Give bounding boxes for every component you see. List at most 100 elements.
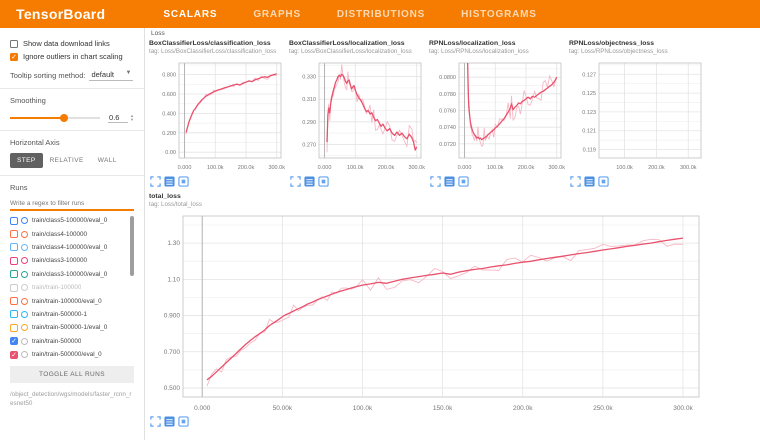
smoothing-stepper[interactable]: ▲ ▼ bbox=[130, 114, 134, 122]
runs-log-path: /object_detection/wgs/models/faster_rcnn… bbox=[10, 391, 132, 408]
run-row[interactable]: train/train-500000-1/eval_0 bbox=[10, 321, 134, 334]
tab-graphs[interactable]: GRAPHS bbox=[253, 8, 301, 20]
svg-text:200.0k: 200.0k bbox=[648, 165, 665, 171]
run-row[interactable]: train/train-500000-1 bbox=[10, 308, 134, 321]
run-checkbox-icon[interactable] bbox=[10, 297, 18, 306]
run-row[interactable]: train/train-100000/eval_0 bbox=[10, 294, 134, 307]
svg-text:300.0k: 300.0k bbox=[680, 165, 697, 171]
run-checkbox-icon[interactable]: ✓ bbox=[10, 337, 18, 346]
classification-loss-chart[interactable]: 0.00 0.200 0.400 0.600 0.800 0.000 100.0k 200.0… bbox=[149, 59, 285, 171]
chart-tag: tag: Loss/total_loss bbox=[149, 201, 202, 209]
run-checkbox-icon[interactable] bbox=[10, 323, 18, 332]
svg-text:0.900: 0.900 bbox=[164, 312, 181, 319]
run-checkbox-icon[interactable] bbox=[10, 270, 18, 279]
run-row[interactable]: train/class4-100000 bbox=[10, 227, 134, 240]
main-content: Loss BoxClassifierLoss/classification_lo… bbox=[145, 28, 760, 440]
run-color-swatch-icon[interactable] bbox=[21, 284, 28, 292]
fullscreen-icon[interactable] bbox=[290, 174, 301, 187]
run-color-swatch-icon[interactable] bbox=[21, 230, 28, 238]
run-color-swatch-icon[interactable] bbox=[21, 351, 28, 359]
fit-domain-icon[interactable] bbox=[458, 174, 469, 187]
fullscreen-icon[interactable] bbox=[150, 414, 161, 427]
chart-title: BoxClassifierLoss/classification_loss bbox=[149, 40, 271, 47]
axis-step-button[interactable]: STEP bbox=[10, 153, 43, 168]
run-checkbox-icon[interactable] bbox=[10, 283, 18, 292]
run-row[interactable]: train/class4-100000/eval_0 bbox=[10, 241, 134, 254]
run-color-swatch-icon[interactable] bbox=[21, 270, 28, 278]
fit-domain-icon[interactable] bbox=[178, 414, 189, 427]
svg-text:100.0k: 100.0k bbox=[487, 165, 504, 171]
axis-relative-button[interactable]: RELATIVE bbox=[49, 157, 84, 164]
checkbox-label: Ignore outliers in chart scaling bbox=[23, 52, 123, 61]
tab-scalars[interactable]: SCALARS bbox=[163, 8, 218, 20]
run-checkbox-icon[interactable] bbox=[10, 230, 18, 239]
run-color-swatch-icon[interactable] bbox=[21, 337, 28, 345]
run-row[interactable]: train/class3-100000 bbox=[10, 254, 134, 267]
svg-text:0.000: 0.000 bbox=[178, 165, 192, 171]
runs-scrollbar[interactable] bbox=[130, 216, 134, 276]
objectness-loss-chart[interactable]: 0.119 0.121 0.123 0.125 0.127 100.0k 200.0k 300… bbox=[569, 59, 705, 171]
fit-domain-icon[interactable] bbox=[598, 174, 609, 187]
small-charts-row: BoxClassifierLoss/classification_loss ta… bbox=[149, 40, 757, 187]
category-header[interactable]: Loss bbox=[151, 30, 165, 37]
fullscreen-icon[interactable] bbox=[570, 174, 581, 187]
run-color-swatch-icon[interactable] bbox=[21, 243, 28, 251]
run-color-swatch-icon[interactable] bbox=[21, 257, 28, 265]
axis-wall-button[interactable]: WALL bbox=[97, 157, 117, 164]
ignore-outliers-checkbox[interactable]: ✓ Ignore outliers in chart scaling bbox=[10, 52, 134, 61]
svg-text:0.270: 0.270 bbox=[302, 142, 316, 148]
svg-text:150.0k: 150.0k bbox=[433, 405, 453, 412]
chart-title: BoxClassifierLoss/localization_loss bbox=[289, 40, 405, 47]
run-color-swatch-icon[interactable] bbox=[21, 217, 28, 225]
data-table-icon[interactable] bbox=[444, 174, 455, 187]
data-table-icon[interactable] bbox=[164, 414, 175, 427]
svg-text:50.00k: 50.00k bbox=[273, 405, 293, 412]
chart-tag: tag: Loss/RPNLoss/localization_loss bbox=[429, 48, 529, 56]
run-row[interactable]: train/train-100000 bbox=[10, 281, 134, 294]
fit-domain-icon[interactable] bbox=[318, 174, 329, 187]
run-checkbox-icon[interactable] bbox=[10, 256, 18, 265]
run-color-swatch-icon[interactable] bbox=[21, 310, 28, 318]
data-table-icon[interactable] bbox=[584, 174, 595, 187]
smoothing-slider[interactable] bbox=[10, 114, 101, 122]
data-table-icon[interactable] bbox=[164, 174, 175, 187]
run-name: train/train-500000-1/eval_0 bbox=[32, 324, 108, 332]
slider-thumb[interactable] bbox=[60, 114, 69, 122]
total-loss-chart[interactable]: 0.500 0.700 0.900 1.10 1.30 0.000 50.00k 100.0k… bbox=[149, 212, 709, 412]
run-checkbox-icon[interactable] bbox=[10, 310, 18, 319]
svg-text:1.10: 1.10 bbox=[167, 276, 180, 283]
run-name: train/train-100000 bbox=[32, 284, 82, 292]
rpn-localization-loss-chart[interactable]: 0.0720 0.0740 0.0760 0.0780 0.0800 0.000 100.0… bbox=[429, 59, 565, 171]
box-localization-loss-chart[interactable]: 0.270 0.290 0.310 0.330 0.000 100.0k 200.0k 300… bbox=[289, 59, 425, 171]
chart-tag: tag: Loss/RPNLoss/objectness_loss bbox=[569, 48, 668, 56]
run-row[interactable]: train/class5-100000/eval_0 bbox=[10, 214, 134, 227]
svg-text:0.0800: 0.0800 bbox=[439, 75, 456, 81]
run-checkbox-icon[interactable] bbox=[10, 216, 18, 225]
stepper-down-icon[interactable]: ▼ bbox=[130, 117, 134, 122]
toggle-all-runs-button[interactable]: TOGGLE ALL RUNS bbox=[10, 366, 134, 383]
runs-list[interactable]: train/class5-100000/eval_0 train/class4-1… bbox=[10, 214, 134, 362]
run-row[interactable]: train/class3-100000/eval_0 bbox=[10, 268, 134, 281]
fullscreen-icon[interactable] bbox=[150, 174, 161, 187]
data-table-icon[interactable] bbox=[304, 174, 315, 187]
fullscreen-icon[interactable] bbox=[430, 174, 441, 187]
run-checkbox-icon[interactable] bbox=[10, 243, 18, 252]
svg-text:0.330: 0.330 bbox=[302, 74, 316, 80]
runs-filter-input[interactable] bbox=[10, 198, 134, 211]
run-color-swatch-icon[interactable] bbox=[21, 324, 28, 332]
smoothing-value[interactable]: 0.6 bbox=[108, 113, 129, 123]
run-color-swatch-icon[interactable] bbox=[21, 297, 28, 305]
fit-domain-icon[interactable] bbox=[178, 174, 189, 187]
svg-text:0.0780: 0.0780 bbox=[439, 92, 456, 98]
run-row[interactable]: ✓ train/train-500000/eval_0 bbox=[10, 348, 134, 361]
tab-histograms[interactable]: HISTOGRAMS bbox=[461, 8, 537, 20]
show-download-links-checkbox[interactable]: Show data download links bbox=[10, 39, 134, 48]
run-row[interactable]: ✓ train/train-500000 bbox=[10, 335, 134, 348]
tab-distributions[interactable]: DISTRIBUTIONS bbox=[336, 8, 426, 20]
checkbox-icon[interactable] bbox=[10, 39, 18, 48]
checkbox-icon[interactable]: ✓ bbox=[10, 52, 18, 61]
tooltip-sort-dropdown[interactable]: default ▼ bbox=[89, 69, 134, 81]
stepper-up-icon[interactable]: ▲ bbox=[130, 113, 134, 118]
run-checkbox-icon[interactable]: ✓ bbox=[10, 350, 18, 359]
svg-text:300.0k: 300.0k bbox=[408, 165, 425, 171]
